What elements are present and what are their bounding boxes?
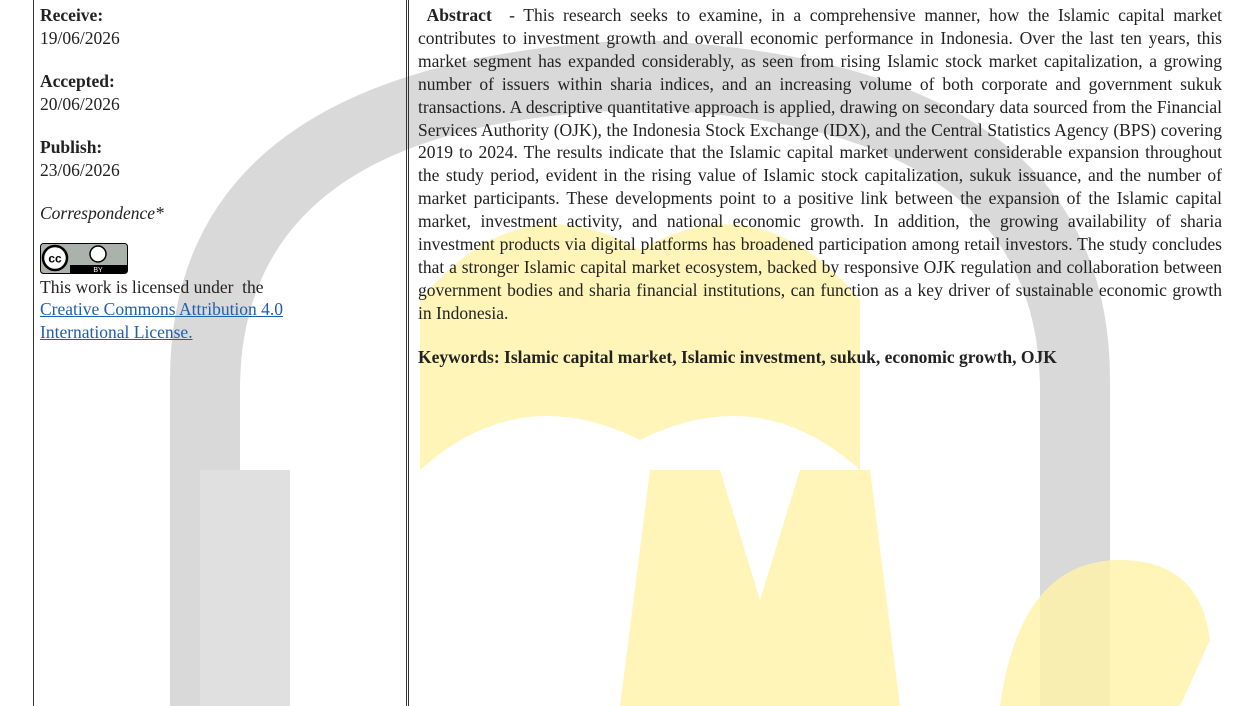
label: Receive: <box>40 4 400 27</box>
license-text: This work is licensed under the <box>40 276 400 299</box>
date: 19/06/2026 <box>40 28 120 48</box>
abstract-separator: - <box>509 5 515 25</box>
keywords-text: Islamic capital market, Islamic investme… <box>504 347 1057 367</box>
page: Receive:19/06/2026 Accepted:20/06/2026 P… <box>0 0 1253 706</box>
abstract-column: Abstract - This research seeks to examin… <box>408 0 1230 706</box>
badge-cc: cc <box>48 251 62 265</box>
cc-badge: cc BY <box>40 243 128 274</box>
abstract: Abstract - This research seeks to examin… <box>418 4 1222 325</box>
date: 23/06/2026 <box>40 160 120 180</box>
license-link[interactable]: Creative Commons Attribution 4.0 Interna… <box>40 298 290 343</box>
sidebar: Receive:19/06/2026 Accepted:20/06/2026 P… <box>33 0 407 706</box>
keywords: Keywords: Islamic capital market, Islami… <box>418 346 1222 369</box>
badge-person <box>90 246 106 262</box>
label: Accepted: <box>40 70 400 93</box>
correspondence: Correspondence* <box>40 202 400 225</box>
date: 20/06/2026 <box>40 94 120 114</box>
abstract-text: This research seeks to examine, in a com… <box>418 5 1222 323</box>
badge-by: BY <box>93 267 103 274</box>
keywords-label: Keywords: <box>418 347 500 367</box>
abstract-label: Abstract <box>427 5 492 25</box>
label: Publish: <box>40 136 400 159</box>
